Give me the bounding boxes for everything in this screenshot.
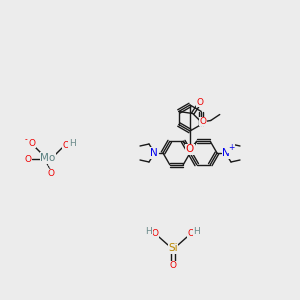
Text: N: N (222, 148, 230, 158)
Text: O: O (199, 117, 206, 126)
Text: O: O (169, 262, 176, 271)
Text: Mo: Mo (40, 153, 56, 163)
Text: O: O (186, 144, 194, 154)
Text: Si: Si (168, 243, 178, 253)
Text: O: O (188, 229, 194, 238)
Text: O: O (47, 169, 55, 178)
Text: -: - (25, 136, 27, 145)
Text: H: H (69, 139, 75, 148)
Text: H: H (146, 227, 152, 236)
Text: H: H (194, 227, 200, 236)
Text: O: O (62, 140, 70, 149)
Text: O: O (152, 229, 158, 238)
Text: O: O (25, 154, 32, 164)
Text: N: N (150, 148, 158, 158)
Text: O: O (28, 139, 35, 148)
Text: O: O (196, 98, 203, 107)
Text: +: + (228, 143, 234, 152)
